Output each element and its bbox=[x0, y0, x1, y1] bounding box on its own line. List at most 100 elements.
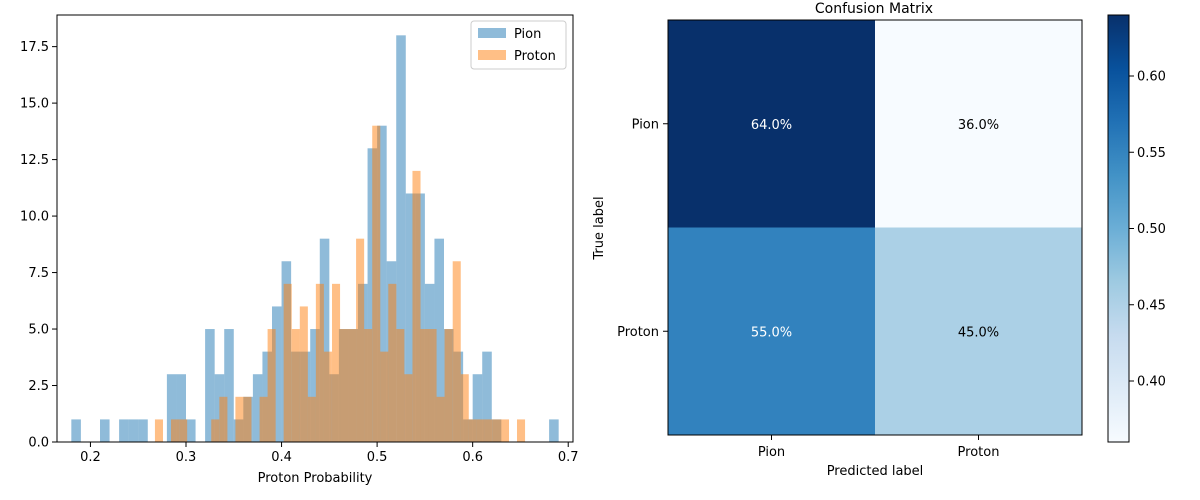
proton-bar-28 bbox=[436, 396, 445, 442]
proton-bar-24 bbox=[404, 374, 413, 442]
proton-bar-17 bbox=[348, 329, 357, 442]
pion-bar-26 bbox=[377, 125, 387, 442]
proton-bar-33 bbox=[476, 419, 485, 442]
legend-label-pion: Pion bbox=[514, 27, 541, 42]
histogram-y-tick-label-0: 0.0 bbox=[28, 436, 49, 451]
cm-y-tick-label-1: Proton bbox=[617, 325, 659, 340]
histogram-y-tick-label-6: 15.0 bbox=[20, 97, 49, 112]
proton-bar-25 bbox=[412, 170, 421, 442]
colorbar-tick-label-2: 0.50 bbox=[1137, 222, 1166, 237]
proton-bar-29 bbox=[444, 329, 453, 442]
confusion-matrix-y-ticks: Pion Proton bbox=[617, 117, 668, 340]
histogram-y-tick-label-2: 5.0 bbox=[28, 323, 49, 338]
proton-bar-10 bbox=[291, 329, 300, 442]
proton-bar-0 bbox=[154, 419, 163, 442]
pion-bar-36 bbox=[472, 374, 483, 442]
proton-bar-1 bbox=[171, 419, 180, 442]
pion-bar-37 bbox=[482, 351, 492, 442]
histogram-y-ticks: 0.0 2.5 5.0 7.5 10.0 12.5 15.0 17.5 bbox=[20, 40, 57, 451]
cm-cell-1-0 bbox=[668, 227, 875, 435]
cm-cell-label-1-1: 45.0% bbox=[958, 325, 999, 340]
proton-bar-26 bbox=[420, 329, 429, 442]
proton-bar-23 bbox=[396, 329, 405, 442]
histogram-y-tick-label-3: 7.5 bbox=[28, 266, 49, 281]
proton-bar-31 bbox=[460, 374, 469, 442]
histogram-legend: Pion Proton bbox=[470, 20, 567, 70]
histogram-x-tick-label-0: 0.2 bbox=[80, 450, 101, 465]
proton-bar-13 bbox=[315, 283, 324, 442]
proton-bar-14 bbox=[323, 351, 332, 442]
histogram-x-tick-label-2: 0.4 bbox=[271, 450, 292, 465]
histogram-x-ticks: 0.2 0.3 0.4 0.5 0.6 0.7 bbox=[80, 442, 579, 465]
proton-bar-4 bbox=[219, 396, 228, 442]
pion-bar-4 bbox=[138, 419, 148, 442]
histogram-x-tick-label-3: 0.5 bbox=[367, 450, 388, 465]
proton-bar-20 bbox=[372, 125, 381, 442]
histogram-y-tick-label-4: 10.0 bbox=[20, 210, 49, 225]
pion-bar-2 bbox=[119, 419, 129, 442]
histogram-x-axis-label: Proton Probability bbox=[258, 471, 373, 486]
proton-bar-11 bbox=[299, 306, 308, 442]
proton-bar-3 bbox=[211, 419, 220, 442]
proton-bar-5 bbox=[235, 396, 244, 442]
proton-bar-12 bbox=[307, 396, 316, 442]
cm-x-tick-label-0: Pion bbox=[758, 445, 785, 460]
pion-bar-19 bbox=[310, 329, 320, 442]
pion-bar-32 bbox=[434, 238, 444, 442]
legend-label-proton: Proton bbox=[514, 49, 556, 64]
proton-bar-30 bbox=[452, 261, 461, 442]
proton-bar-6 bbox=[243, 396, 252, 442]
cm-cell-0-1 bbox=[875, 20, 1082, 228]
proton-bar-16 bbox=[340, 329, 349, 442]
histogram-x-tick-label-1: 0.3 bbox=[176, 450, 197, 465]
proton-bar-7 bbox=[259, 396, 268, 442]
cm-cell-0-0 bbox=[668, 20, 875, 228]
histogram-frame bbox=[56, 14, 574, 443]
confusion-matrix-title: Confusion Matrix bbox=[815, 1, 933, 17]
pion-bar-5 bbox=[166, 374, 177, 442]
cm-cell-label-0-1: 36.0% bbox=[958, 118, 999, 133]
histogram-y-tick-label-5: 12.5 bbox=[20, 153, 49, 168]
proton-bar-34 bbox=[484, 419, 493, 442]
pion-bar-3 bbox=[128, 419, 139, 442]
confusion-matrix-cells: 64.0% 36.0% 55.0% 45.0% bbox=[668, 20, 1082, 435]
legend-swatch-proton bbox=[478, 50, 506, 60]
legend-swatch-pion bbox=[478, 28, 506, 38]
confusion-matrix-frame bbox=[667, 19, 1083, 436]
pion-bar-1 bbox=[100, 419, 110, 442]
pion-bar-10 bbox=[224, 329, 234, 442]
pion-bar-7 bbox=[186, 419, 196, 442]
proton-bar-18 bbox=[356, 238, 365, 442]
confusion-matrix-y-axis-label: True label bbox=[592, 196, 607, 260]
confusion-matrix-x-axis-label: Predicted label bbox=[827, 464, 924, 479]
histogram-x-tick-label-5: 0.7 bbox=[558, 450, 579, 465]
proton-bar-8 bbox=[267, 329, 276, 442]
proton-bar-35 bbox=[492, 419, 501, 442]
histogram-x-tick-label-4: 0.6 bbox=[462, 450, 483, 465]
colorbar-tick-label-3: 0.55 bbox=[1137, 146, 1166, 161]
proton-bar-19 bbox=[364, 329, 373, 442]
pion-bars bbox=[71, 35, 559, 443]
colorbar-tick-label-4: 0.60 bbox=[1137, 70, 1166, 85]
colorbar-tick-label-1: 0.45 bbox=[1137, 298, 1166, 313]
proton-bar-2 bbox=[179, 419, 188, 442]
proton-bar-27 bbox=[428, 329, 437, 442]
proton-bar-36 bbox=[500, 419, 509, 442]
proton-bar-37 bbox=[517, 419, 526, 442]
cm-x-tick-label-1: Proton bbox=[958, 445, 1000, 460]
proton-bar-9 bbox=[283, 283, 292, 442]
proton-bar-21 bbox=[380, 351, 389, 442]
proton-bar-32 bbox=[468, 419, 477, 442]
cm-cell-1-1 bbox=[875, 227, 1082, 435]
pion-bar-28 bbox=[396, 35, 406, 442]
confusion-matrix-chart: Confusion Matrix 64.0% 36.0% 55.0% 45.0% Pi… bbox=[592, 1, 1166, 479]
proton-bar-15 bbox=[332, 283, 341, 442]
pion-bar-15 bbox=[272, 306, 282, 442]
pion-bar-13 bbox=[252, 374, 263, 442]
cm-cell-label-1-0: 55.0% bbox=[751, 325, 792, 340]
pion-bar-20 bbox=[319, 238, 330, 442]
colorbar-ticks: 0.40 0.45 0.50 0.55 0.60 bbox=[1129, 70, 1166, 390]
histogram-chart: 0.2 0.3 0.4 0.5 0.6 0.7 0.0 2.5 5.0 7.5 10.0 12.5 1… bbox=[20, 14, 579, 486]
pion-bar-8 bbox=[205, 329, 215, 442]
